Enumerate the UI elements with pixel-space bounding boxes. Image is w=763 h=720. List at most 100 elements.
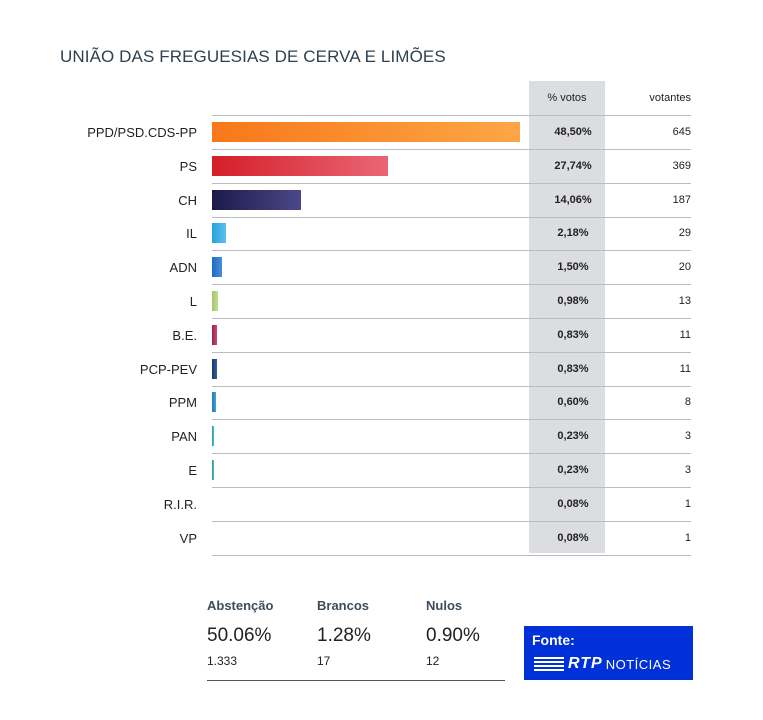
percent-value: 0,23% — [557, 464, 589, 476]
row-divider — [212, 284, 691, 286]
percent-votes-header: % votos — [547, 92, 587, 104]
row-divider — [212, 487, 691, 488]
percent-value: 2,18% — [557, 227, 589, 240]
null-percent: 0.90% — [426, 625, 480, 646]
table-row: IL 2,18% 29 — [0, 217, 763, 252]
results-table: % votos votantes PPD/PSD.CDS-PP 48,50% 645… — [0, 81, 763, 556]
voters-value: 20 — [678, 261, 691, 274]
party-label: CH — [178, 192, 197, 208]
table-top-divider — [212, 115, 691, 116]
party-label: ADN — [169, 260, 197, 276]
vote-bar — [212, 460, 214, 480]
blank-label: Brancos — [317, 598, 370, 613]
blank-count: 17 — [317, 654, 331, 668]
percent-column-background — [529, 81, 605, 553]
summary-section: Abstenção 50.06% 1.333 Brancos 1.28% 17 … — [207, 598, 507, 684]
voters-value: 3 — [684, 430, 691, 443]
table-row: L 0,98% 13 — [0, 285, 763, 319]
voters-value: 8 — [684, 396, 691, 409]
row-divider — [212, 250, 691, 252]
party-label: L — [189, 294, 197, 309]
rtp-logo: RTP NOTÍCIAS — [534, 655, 672, 672]
percent-value: 0,83% — [557, 328, 589, 341]
voters-value: 3 — [684, 464, 691, 476]
row-divider — [212, 419, 691, 421]
source-badge[interactable]: Fonte: RTP NOTÍCIAS — [524, 626, 693, 680]
voters-value: 369 — [672, 159, 691, 172]
voters-value: 29 — [678, 227, 691, 240]
voters-value: 13 — [678, 295, 691, 307]
party-label: B.E. — [172, 327, 197, 343]
voters-value: 1 — [684, 497, 691, 510]
percent-value: 0,23% — [557, 430, 589, 443]
voters-header: votantes — [649, 92, 691, 104]
blank-stat: Brancos 1.28% 17 — [317, 598, 371, 668]
table-row: PAN 0,23% 3 — [0, 420, 763, 455]
percent-value: 0,60% — [557, 396, 589, 409]
party-label: PPD/PSD.CDS-PP — [87, 125, 197, 140]
table-row: PPM 0,60% 8 — [0, 386, 763, 421]
row-divider — [212, 149, 691, 150]
vote-bar — [212, 358, 218, 379]
voters-value: 11 — [679, 362, 691, 375]
vote-bar — [212, 426, 214, 447]
vote-bar — [212, 189, 302, 210]
row-divider — [212, 216, 691, 218]
abstention-percent: 50.06% — [207, 625, 272, 646]
row-divider — [212, 554, 691, 556]
page-title: UNIÃO DAS FREGUESIAS DE CERVA E LIMÕES — [60, 47, 446, 66]
voters-value: 1 — [684, 531, 691, 544]
blank-percent: 1.28% — [317, 625, 371, 646]
percent-value: 0,98% — [557, 295, 589, 307]
row-divider — [212, 520, 691, 522]
table-row: B.E. 0,83% 11 — [0, 319, 763, 353]
vote-bar — [212, 291, 219, 311]
party-label: PAN — [171, 429, 197, 445]
null-count: 12 — [426, 654, 440, 668]
row-divider — [212, 351, 691, 353]
abstention-label: Abstenção — [207, 598, 274, 613]
null-stat: Nulos 0.90% 12 — [426, 598, 480, 668]
row-divider — [212, 318, 691, 319]
party-label: R.I.R. — [163, 496, 197, 512]
row-divider — [212, 385, 691, 387]
vote-bar — [212, 257, 222, 278]
vote-bar — [212, 324, 218, 345]
summary-divider — [207, 680, 505, 681]
party-label: PS — [179, 158, 197, 174]
rtp-brand-sub: NOTÍCIAS — [605, 656, 672, 672]
percent-value: 0,08% — [557, 531, 589, 544]
rtp-brand: RTP — [568, 655, 603, 672]
table-row: PCP-PEV 0,83% 11 — [0, 353, 763, 387]
vote-bar — [212, 392, 216, 413]
party-label: IL — [186, 226, 197, 242]
percent-value: 48,50% — [554, 126, 592, 138]
table-row: CH 14,06% 187 — [0, 184, 763, 218]
table-row: PPD/PSD.CDS-PP 48,50% 645 — [0, 116, 763, 150]
percent-value: 0,83% — [557, 362, 589, 375]
table-row: PS 27,74% 369 — [0, 150, 763, 184]
vote-bar — [212, 122, 520, 142]
table-row: R.I.R. 0,08% 1 — [0, 488, 763, 522]
percent-value: 1,50% — [557, 261, 589, 274]
percent-value: 0,08% — [557, 497, 589, 510]
table-row: E 0,23% 3 — [0, 454, 763, 488]
vote-bar — [212, 155, 388, 176]
table-row: ADN 1,50% 20 — [0, 251, 763, 286]
voters-value: 11 — [679, 328, 691, 341]
percent-value: 14,06% — [554, 193, 592, 206]
table-row: VP 0,08% 1 — [0, 522, 763, 556]
party-label: E — [188, 463, 197, 478]
abstention-count: 1.333 — [207, 654, 238, 668]
rtp-stripes-icon — [534, 656, 564, 672]
null-label: Nulos — [426, 598, 463, 613]
source-label: Fonte: — [532, 632, 575, 648]
row-divider — [212, 453, 691, 455]
voters-value: 645 — [672, 126, 691, 138]
row-divider — [212, 182, 691, 184]
voters-value: 187 — [672, 193, 691, 206]
vote-bar — [212, 223, 226, 244]
party-label: PCP-PEV — [139, 361, 197, 377]
percent-value: 27,74% — [554, 159, 592, 172]
party-label: VP — [179, 530, 197, 546]
